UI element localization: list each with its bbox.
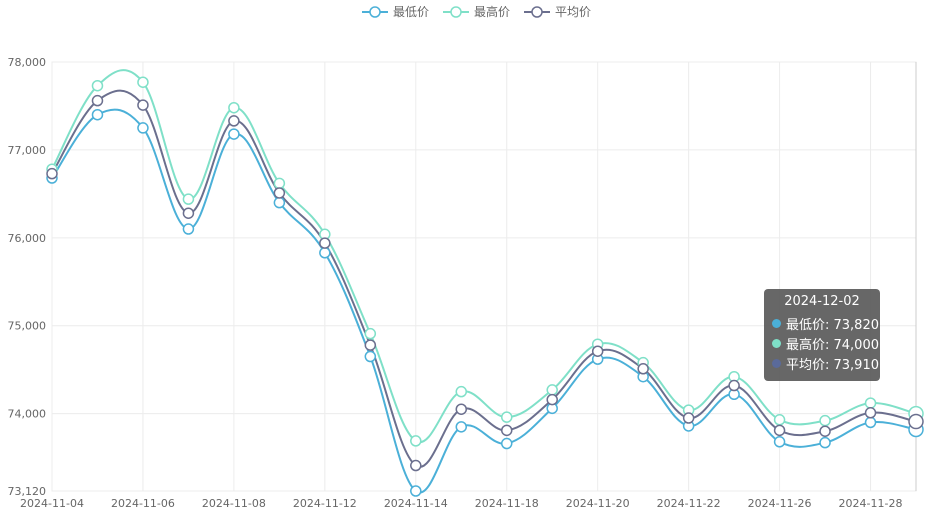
point-avg — [319, 237, 331, 249]
point-avg — [273, 187, 286, 199]
series-line-avg — [51, 89, 917, 468]
legend-label-avg: 平均价 — [555, 5, 591, 19]
x-tick-label: 2024-11-14 — [384, 497, 448, 510]
x-tick-label: 2024-11-12 — [293, 497, 357, 510]
point-avg — [455, 403, 468, 415]
point-avg — [773, 424, 786, 437]
point-avg — [819, 425, 831, 437]
point-high — [773, 414, 786, 426]
point-low — [137, 122, 149, 134]
tooltip-dot-avg — [772, 358, 781, 368]
grid — [51, 61, 917, 492]
point-high — [137, 76, 149, 88]
y-tick-label: 75,000 — [8, 320, 47, 333]
series-points — [46, 76, 924, 497]
point-avg — [591, 345, 604, 357]
point-low — [773, 436, 786, 448]
y-axis: 73,120 74,000 75,000 76,000 77,000 78,000 — [8, 56, 47, 498]
legend-marker-avg — [531, 6, 543, 18]
x-axis: 2024-11-04 2024-11-06 2024-11-08 2024-11-12… — [20, 497, 902, 510]
point-avg — [182, 207, 195, 219]
point-high — [91, 79, 104, 92]
tooltip-dot-high — [772, 338, 781, 348]
point-high — [864, 397, 877, 409]
point-avg — [364, 339, 377, 351]
y-tick-label: 76,000 — [8, 232, 47, 245]
point-low — [410, 485, 422, 497]
point-avg — [682, 412, 695, 424]
point-avg — [410, 459, 422, 472]
x-tick-label: 2024-11-26 — [748, 497, 812, 510]
tooltip-row-avg: 平均价: 73,910 — [772, 353, 879, 373]
x-tick-label: 2024-11-18 — [475, 497, 539, 510]
point-high — [546, 384, 558, 396]
point-high — [364, 327, 377, 340]
point-avg — [137, 99, 149, 111]
tooltip-avg-value: 平均价: 73,910 — [786, 357, 879, 373]
y-tick-label: 77,000 — [8, 144, 47, 157]
tooltip-row-high: 最高价: 74,000 — [772, 333, 879, 353]
plot-frame — [51, 61, 917, 492]
point-avg — [46, 167, 58, 180]
legend: 最低价 最高价 平均价 — [362, 4, 591, 19]
point-low — [273, 196, 286, 209]
x-tick-label: 2024-11-06 — [111, 497, 175, 510]
point-avg — [908, 413, 924, 430]
point-low — [91, 108, 104, 121]
point-avg — [500, 424, 513, 437]
x-tick-label: 2024-11-28 — [839, 497, 903, 510]
legend-label-low: 最低价 — [393, 5, 429, 19]
tooltip-dot-low — [772, 318, 781, 328]
point-avg — [637, 363, 649, 375]
point-low — [182, 223, 195, 235]
tooltip-low-value: 最低价: 73,820 — [786, 317, 879, 333]
point-low — [228, 128, 240, 140]
point-high — [228, 101, 240, 114]
x-tick-label: 2024-11-20 — [566, 497, 630, 510]
y-tick-label: 78,000 — [8, 56, 47, 69]
point-avg — [228, 115, 240, 127]
tooltip-high-value: 最高价: 74,000 — [786, 337, 879, 353]
point-high — [455, 385, 468, 398]
point-high — [273, 177, 286, 190]
point-avg — [546, 393, 558, 406]
point-avg — [864, 407, 877, 419]
legend-label-high: 最高价 — [474, 4, 510, 19]
point-low — [864, 416, 877, 429]
tooltip: 2024-12-02 最低价: 73,820 最高价: 74,000 平均价: … — [764, 289, 880, 381]
point-low — [319, 247, 331, 259]
x-tick-label: 2024-11-08 — [202, 497, 266, 510]
legend-marker-low — [369, 6, 381, 18]
x-tick-label: 2024-11-22 — [657, 497, 721, 510]
point-high — [500, 411, 513, 423]
series-line-high — [51, 69, 917, 444]
point-avg — [91, 94, 104, 107]
point-low — [455, 421, 468, 433]
point-low — [500, 437, 513, 450]
y-tick-label: 73,120 — [8, 485, 47, 498]
point-high — [410, 435, 422, 447]
point-low — [819, 436, 831, 449]
point-high — [819, 414, 831, 427]
legend-marker-high — [450, 6, 462, 18]
x-tick-label: 2024-11-04 — [20, 497, 84, 510]
tooltip-row-low: 最低价: 73,820 — [772, 313, 879, 333]
series-lines — [51, 69, 917, 494]
point-avg — [728, 379, 740, 392]
point-low — [364, 350, 377, 363]
point-high — [182, 193, 195, 205]
tooltip-date: 2024-12-02 — [784, 294, 860, 309]
y-tick-label: 74,000 — [8, 408, 47, 421]
